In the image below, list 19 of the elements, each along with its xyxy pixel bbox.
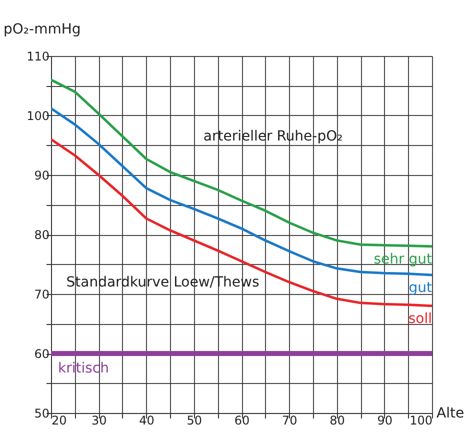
series-label: soll <box>408 310 432 327</box>
y-tick-label: 80 <box>34 228 50 242</box>
x-axis-title: Alte <box>436 406 464 422</box>
x-tick-label: 30 <box>91 414 107 428</box>
x-tick-label: 60 <box>234 414 250 428</box>
x-tick-label: 20 <box>52 414 67 428</box>
y-tick-label: 110 <box>26 50 50 64</box>
x-tick-label: 40 <box>139 414 154 428</box>
y-axis-title: pO₂-mmHg <box>4 22 81 38</box>
series-label: gut <box>408 280 433 296</box>
y-tick-label: 60 <box>34 347 50 361</box>
x-tick-label: 80 <box>330 414 345 428</box>
x-tick-label: 50 <box>186 414 202 428</box>
x-tick-label: 90 <box>377 414 393 428</box>
x-tick-label: 100 <box>410 414 432 428</box>
y-tick-label: 70 <box>34 288 50 302</box>
y-tick-label: 90 <box>34 168 50 182</box>
y-tick-label: 100 <box>26 109 50 123</box>
x-tick-label: 70 <box>282 414 298 428</box>
